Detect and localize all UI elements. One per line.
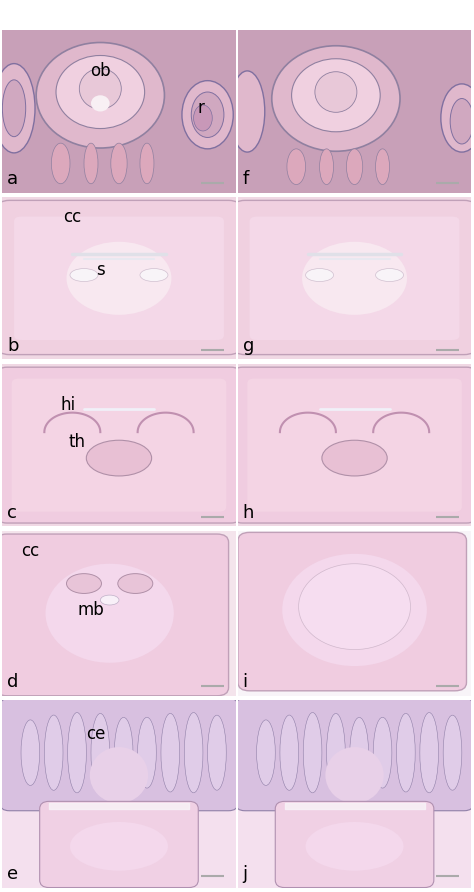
FancyBboxPatch shape — [236, 698, 474, 811]
Ellipse shape — [140, 268, 168, 282]
Ellipse shape — [315, 71, 357, 112]
Ellipse shape — [111, 143, 127, 184]
Ellipse shape — [66, 574, 101, 593]
Ellipse shape — [306, 268, 334, 282]
Text: ob: ob — [90, 62, 110, 80]
Ellipse shape — [373, 717, 392, 788]
FancyBboxPatch shape — [247, 378, 462, 512]
FancyBboxPatch shape — [0, 368, 240, 523]
Ellipse shape — [91, 714, 109, 792]
Ellipse shape — [256, 720, 275, 786]
Text: c: c — [7, 504, 17, 522]
Text: g: g — [243, 337, 254, 355]
FancyBboxPatch shape — [0, 201, 240, 355]
Ellipse shape — [272, 45, 400, 152]
Ellipse shape — [84, 143, 98, 184]
Ellipse shape — [319, 149, 334, 185]
Ellipse shape — [375, 268, 403, 282]
Ellipse shape — [303, 713, 322, 793]
Text: j: j — [243, 865, 248, 883]
Ellipse shape — [346, 149, 363, 185]
Ellipse shape — [140, 143, 154, 184]
Text: mb: mb — [78, 601, 104, 619]
Ellipse shape — [302, 242, 407, 315]
Text: h: h — [243, 504, 254, 522]
Text: s: s — [96, 261, 105, 279]
Text: cc: cc — [63, 208, 82, 226]
Text: b: b — [7, 337, 18, 355]
Text: e: e — [7, 865, 18, 883]
Ellipse shape — [79, 69, 121, 109]
Ellipse shape — [280, 715, 299, 790]
Ellipse shape — [68, 713, 86, 793]
Text: f: f — [243, 170, 249, 188]
Ellipse shape — [191, 92, 224, 137]
Ellipse shape — [322, 441, 387, 476]
Ellipse shape — [100, 595, 119, 605]
FancyBboxPatch shape — [233, 201, 474, 355]
Ellipse shape — [443, 715, 462, 790]
FancyBboxPatch shape — [250, 217, 459, 340]
FancyBboxPatch shape — [238, 30, 471, 193]
Ellipse shape — [420, 713, 438, 793]
FancyBboxPatch shape — [233, 368, 474, 523]
Ellipse shape — [46, 564, 174, 663]
FancyBboxPatch shape — [40, 801, 198, 888]
Ellipse shape — [230, 70, 265, 152]
Ellipse shape — [306, 822, 403, 871]
Text: a: a — [7, 170, 18, 188]
Ellipse shape — [0, 63, 35, 153]
Ellipse shape — [118, 574, 153, 593]
Ellipse shape — [397, 714, 415, 792]
Ellipse shape — [299, 564, 410, 649]
Ellipse shape — [282, 554, 427, 666]
Text: cc: cc — [21, 541, 39, 559]
Ellipse shape — [441, 84, 474, 152]
Ellipse shape — [66, 242, 172, 315]
FancyBboxPatch shape — [238, 533, 466, 690]
Ellipse shape — [450, 98, 474, 144]
Ellipse shape — [350, 717, 369, 788]
Ellipse shape — [36, 43, 164, 148]
Ellipse shape — [193, 105, 212, 131]
Ellipse shape — [45, 715, 63, 790]
FancyBboxPatch shape — [0, 534, 228, 696]
FancyBboxPatch shape — [0, 698, 238, 811]
Ellipse shape — [287, 149, 306, 185]
Text: i: i — [243, 673, 248, 691]
Text: r: r — [197, 99, 204, 117]
Ellipse shape — [86, 441, 152, 476]
Ellipse shape — [327, 714, 345, 792]
Ellipse shape — [292, 59, 380, 132]
Ellipse shape — [137, 717, 156, 788]
FancyBboxPatch shape — [275, 801, 434, 888]
FancyBboxPatch shape — [12, 378, 226, 512]
Ellipse shape — [161, 714, 180, 792]
Ellipse shape — [114, 717, 133, 788]
Ellipse shape — [90, 747, 148, 803]
Ellipse shape — [182, 80, 233, 149]
FancyBboxPatch shape — [2, 30, 236, 193]
Ellipse shape — [325, 747, 384, 803]
Ellipse shape — [2, 80, 26, 136]
Ellipse shape — [184, 713, 203, 793]
Ellipse shape — [21, 720, 40, 786]
Text: d: d — [7, 673, 18, 691]
Ellipse shape — [51, 143, 70, 184]
Ellipse shape — [70, 268, 98, 282]
Ellipse shape — [208, 715, 226, 790]
FancyBboxPatch shape — [14, 217, 224, 340]
Ellipse shape — [70, 822, 168, 871]
Ellipse shape — [91, 95, 109, 112]
Text: hi: hi — [60, 395, 75, 414]
Text: th: th — [69, 433, 85, 450]
Text: ce: ce — [86, 725, 105, 743]
Ellipse shape — [375, 149, 390, 185]
Ellipse shape — [56, 55, 145, 128]
